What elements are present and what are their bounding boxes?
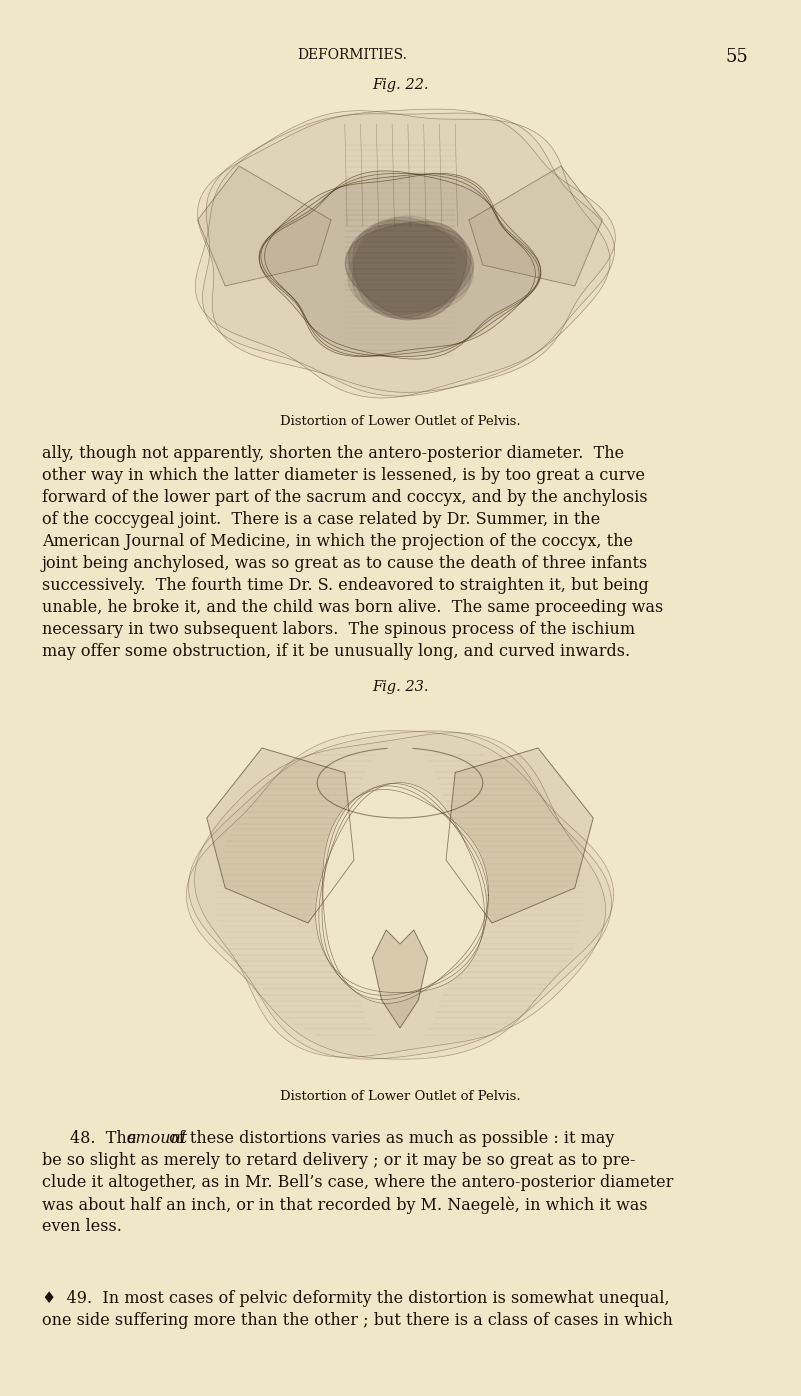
Polygon shape: [348, 223, 471, 320]
Text: was about half an inch, or in that recorded by M. Naegelè, in which it was: was about half an inch, or in that recor…: [42, 1196, 648, 1213]
Text: be so slight as merely to retard delivery ; or it may be so great as to pre-: be so slight as merely to retard deliver…: [42, 1152, 635, 1168]
Polygon shape: [372, 930, 428, 1027]
Text: ♦  49.  In most cases of pelvic deformity the distortion is somewhat unequal,: ♦ 49. In most cases of pelvic deformity …: [42, 1290, 670, 1307]
Bar: [170, 101, 630, 401]
Polygon shape: [446, 748, 594, 923]
Polygon shape: [319, 783, 487, 995]
Text: American Journal of Medicine, in which the projection of the coccyx, the: American Journal of Medicine, in which t…: [42, 533, 633, 550]
Polygon shape: [207, 748, 354, 923]
Text: one side suffering more than the other ; but there is a class of cases in which: one side suffering more than the other ;…: [42, 1312, 673, 1329]
Text: other way in which the latter diameter is lessened, is by too great a curve: other way in which the latter diameter i…: [42, 468, 645, 484]
Polygon shape: [187, 730, 614, 1060]
Polygon shape: [195, 733, 606, 1057]
Text: even less.: even less.: [42, 1217, 122, 1235]
Polygon shape: [348, 216, 470, 313]
Text: forward of the lower part of the sacrum and coccyx, and by the anchylosis: forward of the lower part of the sacrum …: [42, 489, 648, 505]
Bar: [170, 720, 630, 1069]
Polygon shape: [264, 173, 535, 356]
Polygon shape: [259, 173, 541, 356]
Text: joint being anchylosed, was so great as to cause the death of three infants: joint being anchylosed, was so great as …: [42, 556, 648, 572]
Text: may offer some obstruction, if it be unusually long, and curved inwards.: may offer some obstruction, if it be unu…: [42, 644, 630, 660]
Text: clude it altogether, as in Mr. Bell’s case, where the antero-posterior diameter: clude it altogether, as in Mr. Bell’s ca…: [42, 1174, 674, 1191]
Polygon shape: [260, 170, 541, 359]
Polygon shape: [261, 174, 539, 356]
Polygon shape: [195, 110, 610, 398]
Polygon shape: [198, 109, 615, 392]
Polygon shape: [188, 732, 611, 1060]
Polygon shape: [203, 113, 614, 396]
Polygon shape: [345, 222, 467, 320]
Text: successively.  The fourth time Dr. S. endeavored to straighten it, but being: successively. The fourth time Dr. S. end…: [42, 577, 649, 595]
Text: unable, he broke it, and the child was born alive.  The same proceeding was: unable, he broke it, and the child was b…: [42, 599, 663, 616]
Text: amount: amount: [127, 1129, 187, 1148]
Text: Distortion of Lower Outlet of Pelvis.: Distortion of Lower Outlet of Pelvis.: [280, 415, 521, 429]
Text: ally, though not apparently, shorten the antero-posterior diameter.  The: ally, though not apparently, shorten the…: [42, 445, 624, 462]
Polygon shape: [323, 790, 489, 1004]
Text: Fig. 23.: Fig. 23.: [372, 680, 429, 694]
Polygon shape: [353, 221, 473, 318]
Text: DEFORMITIES.: DEFORMITIES.: [297, 47, 408, 61]
Text: 55: 55: [726, 47, 748, 66]
Polygon shape: [322, 786, 489, 1000]
Text: necessary in two subsequent labors.  The spinous process of the ischium: necessary in two subsequent labors. The …: [42, 621, 635, 638]
Polygon shape: [198, 166, 331, 286]
Polygon shape: [352, 218, 473, 315]
Text: Distortion of Lower Outlet of Pelvis.: Distortion of Lower Outlet of Pelvis.: [280, 1090, 521, 1103]
Polygon shape: [316, 783, 485, 993]
Text: 48.  The: 48. The: [70, 1129, 141, 1148]
Text: of the coccygeal joint.  There is a case related by Dr. Summer, in the: of the coccygeal joint. There is a case …: [42, 511, 600, 528]
Text: Fig. 22.: Fig. 22.: [372, 78, 429, 92]
Polygon shape: [469, 166, 602, 286]
Text: of these distortions varies as much as possible : it may: of these distortions varies as much as p…: [164, 1129, 615, 1148]
